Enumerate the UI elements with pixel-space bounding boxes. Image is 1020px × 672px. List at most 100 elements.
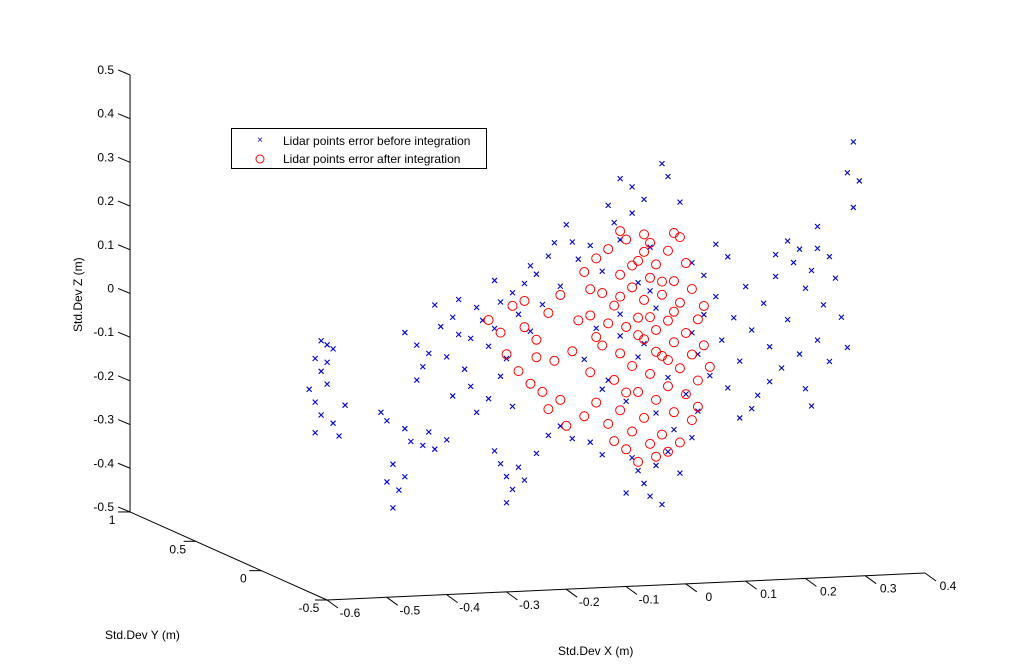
- data-point-before: [712, 293, 719, 300]
- data-point-after: [627, 260, 638, 271]
- data-point-after: [645, 237, 656, 248]
- data-point-after: [639, 294, 650, 305]
- data-point-before: [378, 409, 384, 416]
- data-point-before: [599, 386, 606, 393]
- x-tick-label: -0.6: [340, 606, 361, 620]
- data-point-before: [533, 450, 540, 457]
- x-tick: [924, 572, 937, 582]
- data-point-before: [647, 288, 653, 294]
- data-point-before: [653, 410, 659, 416]
- z-tick-label: 0.3: [97, 150, 114, 164]
- data-point-before: [784, 238, 791, 244]
- data-point-after: [573, 315, 584, 326]
- x-tick-label: 0.2: [820, 584, 837, 598]
- data-point-before: [312, 399, 319, 406]
- data-point-after: [686, 349, 697, 360]
- data-point-before: [581, 356, 588, 363]
- y-tick-label: 1: [109, 513, 116, 527]
- series-after-integration: [483, 226, 715, 467]
- data-point-after: [645, 272, 656, 283]
- data-point-before: [509, 403, 516, 410]
- data-point-after: [633, 330, 644, 341]
- z-tick: [117, 506, 131, 513]
- z-tick-label: 0: [107, 281, 114, 295]
- data-point-after: [692, 314, 703, 325]
- data-point-after: [668, 276, 679, 287]
- data-point-before: [384, 417, 390, 424]
- data-point-before: [802, 385, 809, 392]
- data-point-after: [662, 381, 673, 392]
- circle-marker-icon: [252, 150, 268, 168]
- data-point-before: [850, 138, 857, 145]
- x-tick: [864, 575, 877, 585]
- data-point-before: [653, 462, 659, 469]
- x-tick: [386, 596, 399, 606]
- data-point-before: [671, 426, 677, 433]
- data-point-after: [627, 361, 638, 371]
- data-point-before: [814, 245, 821, 252]
- data-point-before: [306, 386, 313, 393]
- z-tick: [117, 375, 131, 382]
- z-tick: [117, 69, 131, 76]
- data-point-before: [718, 337, 725, 343]
- x-tick: [685, 583, 698, 593]
- data-point-before: [569, 435, 576, 442]
- data-point-before: [659, 160, 665, 167]
- data-point-before: [330, 420, 336, 427]
- data-point-after: [698, 340, 709, 351]
- x-tick-label: 0: [705, 590, 712, 604]
- data-point-after: [507, 300, 518, 311]
- data-point-before: [700, 311, 707, 318]
- data-point-after: [645, 312, 656, 323]
- data-point-before: [599, 268, 606, 275]
- data-point-after: [674, 437, 685, 448]
- data-point-before: [491, 277, 498, 284]
- legend: × Lidar points error before integration …: [231, 128, 487, 169]
- data-point-before: [742, 283, 749, 290]
- x-tick: [745, 580, 757, 590]
- data-point-before: [808, 403, 815, 409]
- data-point-after: [680, 327, 691, 338]
- data-point-before: [527, 262, 534, 269]
- data-point-before: [617, 311, 624, 317]
- data-point-before: [706, 372, 713, 379]
- data-point-after: [686, 284, 697, 295]
- z-tick: [117, 244, 131, 251]
- data-point-before: [413, 377, 420, 383]
- data-point-after: [645, 368, 656, 379]
- z-tick: [117, 287, 131, 294]
- data-point-before: [407, 438, 414, 445]
- data-point-before: [324, 359, 331, 366]
- data-point-before: [419, 363, 426, 370]
- data-point-after: [657, 429, 668, 440]
- z-tick: [117, 419, 131, 426]
- data-point-before: [390, 505, 396, 511]
- data-point-before: [443, 354, 450, 360]
- data-point-before: [449, 314, 456, 321]
- z-tick-label: 0.4: [97, 107, 114, 121]
- data-point-before: [748, 405, 755, 412]
- data-point-after: [555, 394, 566, 405]
- data-point-after: [519, 322, 530, 333]
- data-point-after: [692, 375, 703, 386]
- data-point-before: [605, 202, 612, 209]
- data-point-after: [645, 438, 656, 449]
- data-point-before: [318, 368, 325, 375]
- data-point-after: [668, 228, 679, 239]
- data-point-before: [617, 333, 624, 339]
- data-point-after: [549, 355, 560, 366]
- data-point-after: [609, 436, 620, 447]
- data-point-before: [832, 275, 839, 282]
- data-point-before: [635, 279, 641, 286]
- y-tick-label: 0.5: [169, 542, 186, 556]
- data-point-after: [615, 226, 626, 237]
- data-point-after: [555, 289, 566, 300]
- data-point-before: [437, 323, 444, 330]
- data-point-before: [515, 464, 522, 471]
- series-before-integration: [306, 138, 863, 511]
- x-tick-label: 0.4: [940, 579, 957, 593]
- data-point-before: [515, 311, 522, 318]
- z-tick-label: 0.5: [97, 63, 114, 77]
- data-point-before: [724, 253, 731, 260]
- x-tick: [326, 599, 339, 609]
